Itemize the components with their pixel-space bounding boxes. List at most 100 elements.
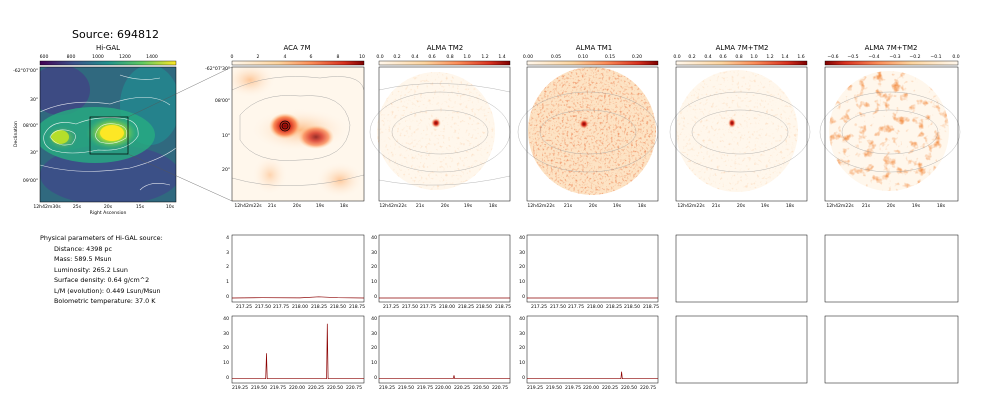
- tm1-xtick: 19s: [613, 203, 622, 209]
- tm2-colorbar: 0.0 0.2 0.4 0.6 0.8 1.0 1.2 1.4: [376, 54, 511, 66]
- c7mtm2b-cbar-tick: −0.4: [868, 54, 879, 60]
- tm2-cbar-tick: 1.2: [481, 54, 488, 60]
- tm2-title: ALMA TM2: [426, 44, 464, 52]
- spec-xtick: 218.75: [349, 304, 365, 310]
- higal-colorbar-bar: [39, 60, 177, 66]
- spec-r2-tm1-xticks: 219.25 219.50 219.75 220.00 220.25 220.5…: [527, 385, 656, 391]
- c7mtm2a-cbar-tick: 0.2: [688, 54, 695, 60]
- tm1-xticks: 12h42m22s 21s 20s 19s 18s: [527, 203, 646, 209]
- spec-ytick: 10: [519, 360, 525, 366]
- tm1-xtick: 18s: [638, 203, 647, 209]
- c7mtm2b-colorbar: −0.6 −0.5 −0.4 −0.3 −0.2 −0.1 0.0: [824, 54, 960, 66]
- c7mtm2b-cbar-tick: −0.6: [827, 54, 838, 60]
- c7mtm2a-colorbar: 0.0 0.2 0.4 0.6 0.8 1.0 1.2 1.4 1.6: [673, 54, 808, 66]
- c7mtm2a-xtick: 12h42m22s: [677, 203, 705, 209]
- spec-r1-aca-xticks: 217.25 217.50 217.75 218.00 218.25 218.5…: [236, 304, 365, 310]
- spec-xtick: 219.75: [270, 385, 286, 391]
- spec-ytick: 30: [519, 250, 525, 256]
- aca7m-yticks: -62°07'30" 08'00" 10" 20": [205, 66, 230, 173]
- c7mtm2b-xtick: 19s: [912, 203, 921, 209]
- spec-ytick: 20: [223, 345, 229, 351]
- spec-r2-tm1-frame: [526, 315, 659, 384]
- param-distance: Distance: 4398 pc: [54, 244, 112, 253]
- spec-xtick: 219.50: [251, 385, 267, 391]
- tm2-cbar-tick: 0.4: [411, 54, 418, 60]
- aca7m-ytick: -62°07'30": [205, 66, 230, 72]
- c7mtm2b-title: ALMA 7M+TM2: [864, 44, 918, 52]
- spec-xtick: 217.75: [420, 304, 436, 310]
- spec-r2-tm2-xticks: 219.25 219.50 219.75 220.00 220.25 220.5…: [379, 385, 508, 391]
- spec-xtick: 217.75: [568, 304, 584, 310]
- aca7m-cbar-tick: 8: [337, 54, 340, 60]
- aca7m-cbar-tick: 4: [284, 54, 287, 60]
- spec-xtick: 220.75: [640, 385, 656, 391]
- spec-ytick: 40: [519, 316, 525, 322]
- spec-ytick: 0: [226, 294, 229, 300]
- tm2-cbar-tick: 0.0: [376, 54, 383, 60]
- spec-xtick: 220.50: [473, 385, 489, 391]
- spec-ytick: 20: [371, 345, 377, 351]
- spectrum-r2-tm2: [379, 375, 510, 380]
- c7mtm2a-map: [669, 67, 811, 201]
- higal-title: Hi-GAL: [95, 44, 121, 52]
- tm2-xtick: 19s: [464, 203, 473, 209]
- spec-xtick: 218.25: [606, 304, 622, 310]
- spec-r1-tm1-xticks: 217.25 217.50 217.75 218.00 218.25 218.5…: [531, 304, 659, 310]
- spectrum-r1-aca7m: [231, 296, 365, 299]
- aca7m-cbar-tick: 0: [231, 54, 234, 60]
- c7mtm2a-cbar-tick: 0.0: [673, 54, 680, 60]
- c7mtm2a-cbar-tick: 0.4: [704, 54, 711, 60]
- c7mtm2b-contours: [819, 91, 961, 173]
- tm1-colorbar: 0.00 0.05 0.10 0.15 0.20: [523, 54, 659, 66]
- aca7m-contours: [232, 76, 364, 186]
- spec-xtick: 218.25: [311, 304, 327, 310]
- spec-xtick: 219.25: [379, 385, 395, 391]
- higal-cbar-tick: 1000: [92, 54, 104, 60]
- tm2-xtick: 12h42m22s: [379, 203, 407, 209]
- tm1-cbar-tick: 0.00: [523, 54, 533, 60]
- spec-ytick: 10: [371, 360, 377, 366]
- tm1-xtick: 21s: [564, 203, 573, 209]
- zoom-connector-top: [127, 66, 233, 118]
- spec-r1-tm1-frame: [526, 234, 659, 303]
- tm1-xtick: 12h42m22s: [527, 203, 555, 209]
- spec-r2-tm2-frame: [378, 315, 511, 384]
- spec-ytick: 10: [519, 279, 525, 285]
- tm2-cbar-tick: 1.0: [463, 54, 470, 60]
- spec-xtick: 217.25: [236, 304, 252, 310]
- spec-xtick: 220.25: [454, 385, 470, 391]
- spec-r1-aca-frame: [231, 234, 365, 303]
- spec-ytick: 20: [371, 264, 377, 270]
- spec-xtick: 219.50: [546, 385, 562, 391]
- tm2-cbar-tick: 0.2: [393, 54, 400, 60]
- spec-xtick: 217.75: [273, 304, 289, 310]
- spec-ytick: 30: [223, 331, 229, 337]
- c7mtm2b-cbar-tick: −0.1: [930, 54, 941, 60]
- c7mtm2b-cbar-tick: −0.2: [909, 54, 920, 60]
- spec-ytick: 40: [223, 316, 229, 322]
- higal-ytick: -62°07'00": [13, 68, 38, 74]
- spec-r1-aca-yticks: 4 3 2 1 0: [226, 235, 229, 300]
- spec-ytick: 30: [371, 331, 377, 337]
- higal-ylabel: Declination: [13, 121, 19, 147]
- c7mtm2a-xtick: 19s: [761, 203, 770, 209]
- spectra-lines: [231, 296, 658, 380]
- param-tbol: Bolometric temperature: 37.0 K: [54, 297, 156, 305]
- tm1-colorbar-bar: [526, 60, 659, 66]
- higal-xtick: 15s: [136, 204, 145, 210]
- spec-xtick: 220.00: [435, 385, 451, 391]
- c7mtm2b-xtick: 20s: [887, 203, 896, 209]
- c7mtm2a-cbar-tick: 1.6: [797, 54, 804, 60]
- spec-xtick: 218.50: [476, 304, 492, 310]
- c7mtm2a-cbar-tick: 0.8: [735, 54, 742, 60]
- spec-xtick: 220.25: [308, 385, 324, 391]
- spec-r1-c7mtm2b-frame: [824, 234, 959, 303]
- spec-xtick: 217.50: [255, 304, 271, 310]
- tm2-xtick: 18s: [489, 203, 498, 209]
- spec-ytick: 0: [522, 375, 525, 381]
- spec-xtick: 220.00: [583, 385, 599, 391]
- spec-r1-tm2-frame: [378, 234, 511, 303]
- spec-xtick: 220.50: [621, 385, 637, 391]
- higal-xtick: 12h42m30s: [33, 204, 61, 210]
- aca7m-xtick: 21s: [268, 203, 277, 209]
